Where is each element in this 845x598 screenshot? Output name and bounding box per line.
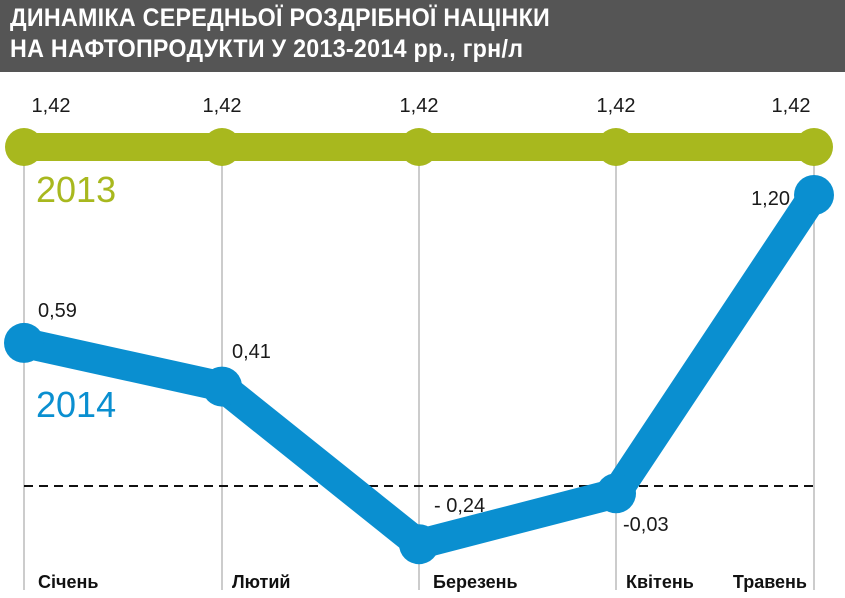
series-2013-point <box>203 128 241 166</box>
series-2014-point <box>794 175 834 215</box>
chart-header: ДИНАМІКА СЕРЕДНЬОЇ РОЗДРІБНОЇ НАЦІНКИ НА… <box>0 0 845 72</box>
series-2014-point <box>399 524 439 565</box>
data-label-2013: 1,42 <box>32 95 71 117</box>
series-2013-point <box>597 128 635 166</box>
series-2014-point <box>4 322 44 363</box>
data-label-2014: 0,59 <box>38 300 77 322</box>
chart-title-line-1: ДИНАМІКА СЕРЕДНЬОЇ РОЗДРІБНОЇ НАЦІНКИ <box>10 4 551 32</box>
series-2013-point <box>795 128 833 166</box>
series-2013-point <box>400 128 438 166</box>
series-label-2013: 2013 <box>36 169 116 210</box>
series-label-2014: 2014 <box>36 384 116 425</box>
data-label-2013: 1,42 <box>772 95 811 117</box>
x-tick-label: Січень <box>38 572 98 592</box>
x-tick-label: Квітень <box>626 572 694 592</box>
data-label-2014: 0,41 <box>232 341 271 363</box>
data-label-2013: 1,42 <box>597 95 636 117</box>
series-2014-point <box>596 473 636 514</box>
data-label-2014: -0,03 <box>623 514 669 536</box>
chart-title-line-2: НА НАФТОПРОДУКТИ У 2013-2014 рр., грн/л <box>10 35 524 63</box>
data-label-2014: - 0,24 <box>434 495 485 517</box>
x-tick-label: Лютий <box>232 572 291 592</box>
x-tick-label: Травень <box>733 572 807 592</box>
data-label-2013: 1,42 <box>400 95 439 117</box>
x-tick-label: Березень <box>433 572 518 592</box>
series-2014-point <box>202 366 242 407</box>
series-2013-point <box>5 128 43 166</box>
data-label-2014: 1,20 <box>751 188 790 210</box>
data-label-2013: 1,42 <box>203 95 242 117</box>
